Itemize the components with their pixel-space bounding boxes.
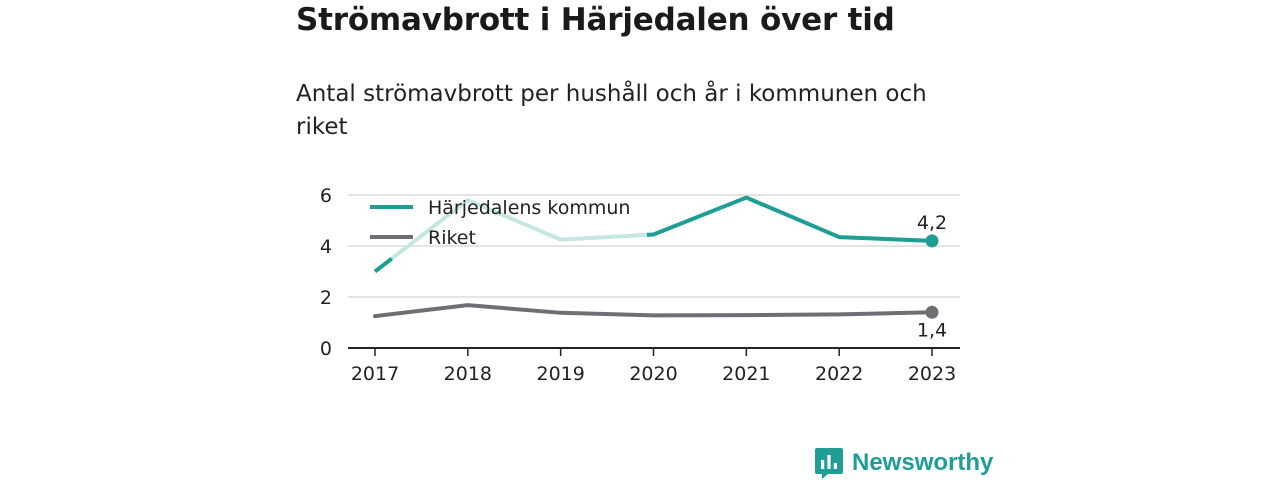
y-axis: 0 2 4 6 xyxy=(320,185,332,360)
riket-end-label: 1,4 xyxy=(917,319,947,341)
end-points: 4,2 1,4 xyxy=(917,212,947,341)
y-tick-label: 0 xyxy=(320,338,332,360)
x-tick-label: 2021 xyxy=(722,363,770,385)
chart-title: Strömavbrott i Härjedalen över tid xyxy=(296,2,895,38)
brand-name: Newsworthy xyxy=(852,449,994,476)
x-tick-label: 2020 xyxy=(629,363,677,385)
riket-line xyxy=(373,303,934,319)
x-axis: 2017 2018 2019 2020 2021 2022 2023 xyxy=(348,347,960,385)
legend-label: Riket xyxy=(428,227,476,249)
x-tick-label: 2022 xyxy=(815,363,863,385)
kommun-line xyxy=(646,195,933,243)
chart-subtitle: Antal strömavbrott per hushåll och år i … xyxy=(296,81,927,140)
x-tick-label: 2023 xyxy=(908,363,956,385)
x-tick-label: 2019 xyxy=(536,363,584,385)
kommun-end-point xyxy=(925,234,939,248)
legend-label: Härjedalens kommun xyxy=(428,197,630,219)
kommun-line-start xyxy=(373,257,393,274)
y-tick-label: 6 xyxy=(320,185,332,207)
newsworthy-logo: Newsworthy xyxy=(814,446,993,480)
riket-end-point xyxy=(925,305,939,319)
newsworthy-chart-bubble-icon xyxy=(815,448,843,479)
grid-lines xyxy=(348,194,960,298)
legend: Härjedalens kommun Riket xyxy=(370,197,630,249)
x-tick-label: 2017 xyxy=(351,363,399,385)
y-tick-label: 4 xyxy=(320,236,332,258)
kommun-end-label: 4,2 xyxy=(917,212,947,234)
y-tick-label: 2 xyxy=(320,287,332,309)
x-tick-label: 2018 xyxy=(444,363,492,385)
series-lines xyxy=(373,195,934,319)
